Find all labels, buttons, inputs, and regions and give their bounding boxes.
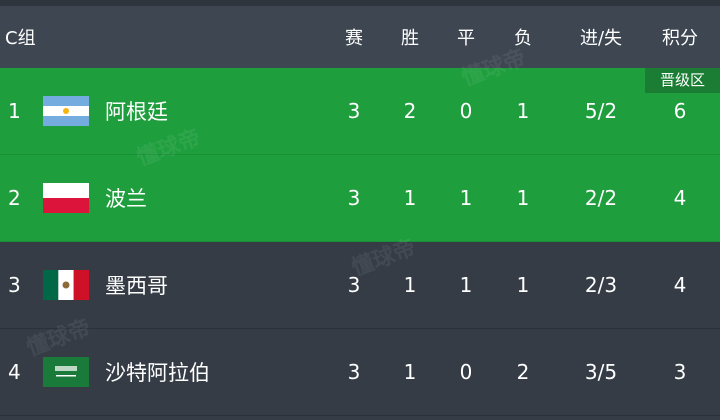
group-title: C组 <box>5 28 36 49</box>
lost: 1 <box>516 186 530 210</box>
poland-flag-icon <box>43 183 89 213</box>
rank: 4 <box>8 360 21 384</box>
mexico-flag-icon <box>43 270 89 300</box>
points: 4 <box>673 273 687 297</box>
drawn: 0 <box>459 99 473 123</box>
drawn: 1 <box>459 273 473 297</box>
table-header: C组 赛 胜 平 负 进/失 积分 <box>0 6 720 68</box>
top-strip <box>0 0 720 6</box>
rank: 3 <box>8 273 21 297</box>
points: 4 <box>673 186 687 210</box>
played: 3 <box>347 360 361 384</box>
won: 1 <box>403 186 417 210</box>
header-played: 赛 <box>345 28 363 49</box>
points: 3 <box>673 360 687 384</box>
drawn: 1 <box>459 186 473 210</box>
goals: 3/5 <box>584 360 618 384</box>
lost: 1 <box>516 273 530 297</box>
won: 2 <box>403 99 417 123</box>
lost: 2 <box>516 360 530 384</box>
goals: 2/3 <box>584 273 618 297</box>
won: 1 <box>403 273 417 297</box>
table-row[interactable]: 3 墨西哥 3 1 1 1 2/3 4 <box>0 242 720 329</box>
header-drawn: 平 <box>457 28 475 49</box>
table-row[interactable]: 2 波兰 3 1 1 1 2/2 4 <box>0 155 720 242</box>
rank: 2 <box>8 186 21 210</box>
lost: 1 <box>516 99 530 123</box>
goals: 2/2 <box>584 186 618 210</box>
points: 6 <box>673 99 687 123</box>
played: 3 <box>347 273 361 297</box>
header-won: 胜 <box>401 28 419 49</box>
header-lost: 负 <box>514 28 532 49</box>
goals: 5/2 <box>584 99 618 123</box>
won: 1 <box>403 360 417 384</box>
team-name[interactable]: 波兰 <box>105 187 147 211</box>
team-name[interactable]: 沙特阿拉伯 <box>105 361 210 385</box>
team-name[interactable]: 阿根廷 <box>105 100 168 124</box>
qualification-badge: 晋级区 <box>645 68 720 93</box>
rank: 1 <box>8 99 21 123</box>
argentina-flag-icon <box>43 96 89 126</box>
drawn: 0 <box>459 360 473 384</box>
played: 3 <box>347 99 361 123</box>
played: 3 <box>347 186 361 210</box>
table-row[interactable]: 4 沙特阿拉伯 3 1 0 2 3/5 3 <box>0 329 720 416</box>
header-points: 积分 <box>662 28 698 49</box>
team-name[interactable]: 墨西哥 <box>105 274 168 298</box>
saudi-arabia-flag-icon <box>43 357 89 387</box>
header-goals: 进/失 <box>579 28 623 49</box>
table-row[interactable]: 晋级区 1 阿根廷 3 2 0 1 5/2 6 <box>0 68 720 155</box>
